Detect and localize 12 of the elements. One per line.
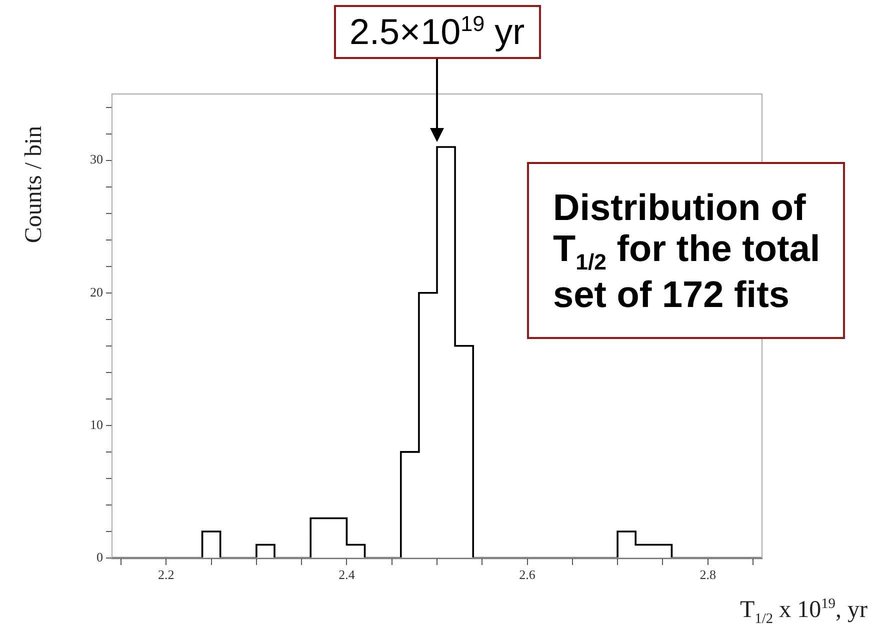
x-tick-label: 2.4: [338, 567, 356, 582]
y-tick-label: 10: [90, 416, 103, 432]
y-axis-title: Counts / bin: [20, 125, 48, 243]
x-tick-label: 2.2: [158, 567, 174, 582]
x-tick-label: 2.8: [700, 567, 716, 582]
annotation: Distribution of T$_{1/2}$ for the total set of 172 fits: [527, 162, 845, 340]
y-tick-label: 30: [90, 152, 103, 167]
y-tick-label: 0: [96, 549, 103, 564]
x-tick-label: 2.6: [519, 567, 536, 582]
y-tick-label: 20: [90, 284, 103, 300]
annotation: 2.5×10$^{19}$ yr: [334, 5, 541, 59]
x-axis-title: T$_{1/2}$ x 10$^{19}$, yr: [740, 596, 868, 628]
